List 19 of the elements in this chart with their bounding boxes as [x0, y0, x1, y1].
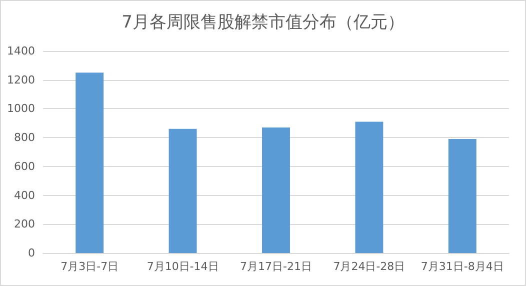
bar	[448, 139, 476, 253]
x-tick-label: 7月10日-14日	[146, 260, 219, 273]
x-tick-label: 7月24日-28日	[333, 260, 406, 273]
y-tick-label: 200	[14, 218, 35, 231]
chart-title: 7月各周限售股解禁市值分布（亿元）	[122, 12, 404, 32]
bar	[76, 72, 104, 253]
x-tick-label: 7月3日-7日	[60, 260, 119, 273]
y-tick-label: 400	[14, 188, 35, 202]
x-tick-label: 7月17日-21日	[240, 260, 312, 273]
y-tick-label: 1400	[7, 44, 35, 58]
y-tick-label: 600	[14, 160, 35, 173]
y-tick-label: 1000	[7, 102, 35, 116]
x-tick-label: 7月31日-8月4日	[420, 260, 504, 273]
bar	[355, 122, 384, 253]
bar	[262, 127, 290, 253]
y-tick-label: 0	[28, 246, 35, 260]
bar	[168, 128, 197, 253]
y-tick-label: 1200	[7, 73, 35, 86]
y-tick-label: 800	[14, 131, 35, 144]
